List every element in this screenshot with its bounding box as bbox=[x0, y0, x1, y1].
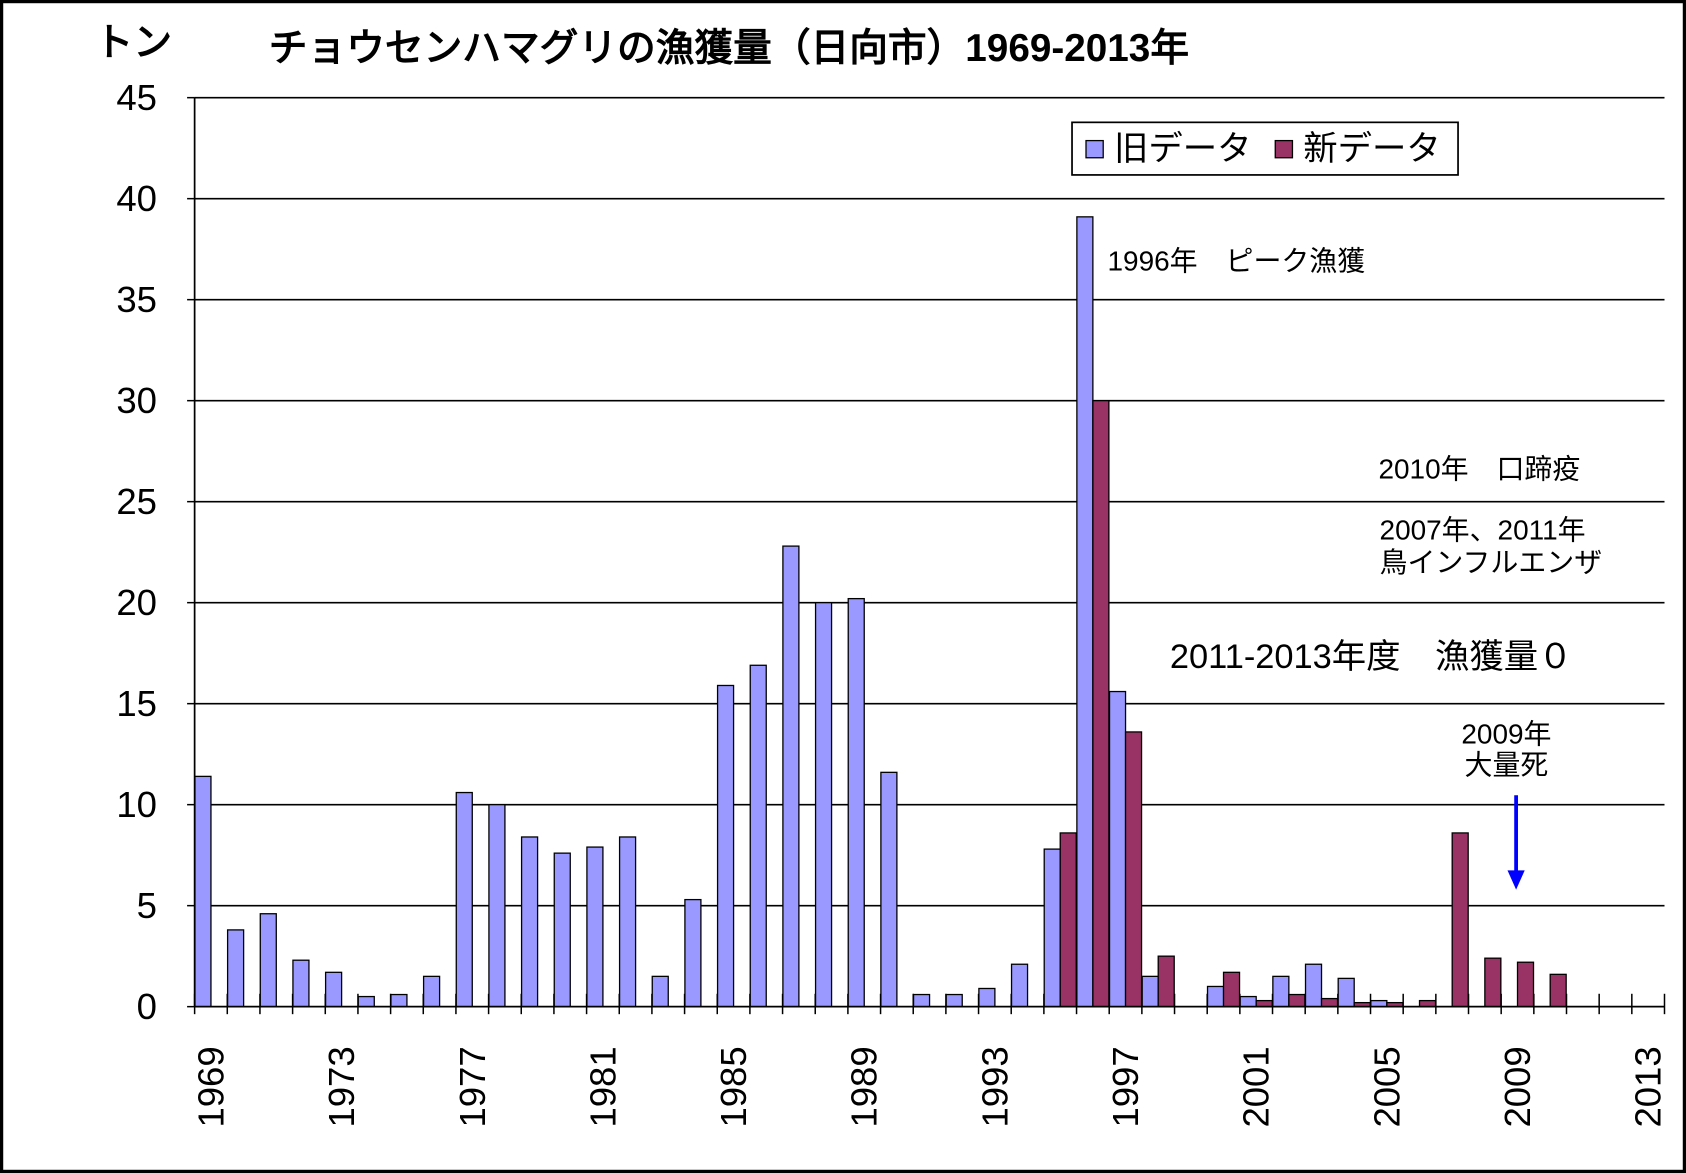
annotation-mass-death-label: 大量死 bbox=[1465, 750, 1549, 781]
bar-old-data-1994 bbox=[1010, 963, 1029, 1008]
bar-new-data-1996 bbox=[1092, 400, 1110, 1008]
y-axis-ticks: 0 5 10 15 20 25 30 35 40 45 bbox=[116, 77, 195, 1027]
annotation-bird-flu-years: 2007年、2011年 bbox=[1380, 515, 1586, 546]
x-tick-label: 1989 bbox=[844, 1046, 885, 1127]
y-tick-label: 35 bbox=[116, 279, 157, 320]
bar-old-data-1969 bbox=[194, 775, 212, 1008]
bar-old-data-1995 bbox=[1043, 848, 1061, 1008]
legend: 旧データ 新データ bbox=[1071, 121, 1459, 176]
x-tick-label: 1973 bbox=[321, 1046, 362, 1127]
bar-old-data-1988 bbox=[814, 602, 833, 1008]
x-tick-label: 1981 bbox=[582, 1046, 623, 1127]
legend-swatch-old-data bbox=[1085, 139, 1104, 159]
bar-old-data-1986 bbox=[749, 664, 767, 1008]
x-tick-label: 1997 bbox=[1105, 1046, 1146, 1127]
annotation-zero-catch: 2011-2013年度 漁獲量０ bbox=[1170, 638, 1573, 676]
x-tick-label: 2001 bbox=[1236, 1046, 1277, 1127]
bar-new-data-1995 bbox=[1059, 832, 1077, 1008]
bar-old-data-1971 bbox=[259, 913, 277, 1008]
chart-title: チョウセンハマグリの漁獲量（日向市）1969-2013年 bbox=[269, 27, 1189, 70]
bar-old-data-1998 bbox=[1141, 975, 1159, 1008]
legend-swatch-new-data bbox=[1274, 139, 1294, 159]
bar-old-data-2000 bbox=[1206, 985, 1225, 1008]
bar-old-data-1982 bbox=[618, 836, 637, 1008]
bar-old-data-1975 bbox=[390, 993, 408, 1008]
gridlines bbox=[194, 96, 1665, 907]
bar-old-data-1981 bbox=[586, 846, 604, 1008]
bar-old-data-2005 bbox=[1370, 999, 1388, 1008]
arrow-down-icon bbox=[1507, 870, 1525, 890]
bar-old-data-1984 bbox=[684, 898, 702, 1008]
annotations: 1996年 ピーク漁獲 2010年 口蹄疫 2007年、2011年 鳥インフルエ… bbox=[1108, 245, 1603, 890]
annotation-foot-and-mouth: 2010年 口蹄疫 bbox=[1378, 454, 1580, 485]
bar-old-data-1973 bbox=[324, 971, 343, 1008]
bar-new-data-2010 bbox=[1549, 973, 1567, 1008]
bar-new-data-2007 bbox=[1451, 832, 1469, 1008]
bar-new-data-1998 bbox=[1157, 955, 1175, 1008]
bar-old-data-1980 bbox=[553, 852, 571, 1008]
y-tick-label: 40 bbox=[116, 178, 157, 219]
legend-label-new-data: 新データ bbox=[1303, 130, 1441, 168]
bar-old-data-1991 bbox=[912, 993, 931, 1008]
bar-new-data-2009 bbox=[1516, 961, 1535, 1008]
annotation-peak-catch: 1996年 ピーク漁獲 bbox=[1108, 245, 1366, 276]
bar-old-data-1974 bbox=[357, 995, 375, 1008]
annotation-mass-death-year: 2009年 bbox=[1461, 719, 1551, 750]
y-axis-unit-label: トン bbox=[95, 21, 172, 64]
bar-old-data-1993 bbox=[978, 987, 996, 1008]
y-tick-label: 45 bbox=[116, 77, 157, 118]
annotation-bird-flu-label: 鳥インフルエンザ bbox=[1380, 547, 1603, 578]
bar-old-data-1989 bbox=[847, 597, 865, 1008]
bar-old-data-2004 bbox=[1337, 977, 1355, 1008]
bar-new-data-2003 bbox=[1320, 997, 1339, 1008]
y-tick-label: 30 bbox=[116, 380, 157, 421]
x-tick-label: 2013 bbox=[1628, 1046, 1669, 1127]
bar-old-data-1978 bbox=[488, 804, 506, 1008]
bar-new-data-2000 bbox=[1222, 971, 1241, 1008]
bar-new-data-2001 bbox=[1255, 999, 1273, 1008]
x-tick-label: 1969 bbox=[190, 1046, 231, 1127]
bar-old-data-1977 bbox=[455, 791, 473, 1008]
bar-old-data-1979 bbox=[520, 836, 539, 1008]
x-tick-label: 1985 bbox=[713, 1046, 754, 1127]
bar-old-data-1970 bbox=[226, 929, 245, 1008]
bar-new-data-1997 bbox=[1124, 731, 1143, 1008]
bar-old-data-1976 bbox=[422, 975, 441, 1008]
bar-new-data-2002 bbox=[1288, 993, 1306, 1008]
y-tick-label: 0 bbox=[137, 986, 157, 1027]
legend-box bbox=[1071, 121, 1459, 176]
bar-old-data-1992 bbox=[945, 993, 963, 1008]
bar-old-data-1997 bbox=[1108, 690, 1127, 1008]
y-tick-label: 5 bbox=[137, 885, 157, 926]
x-tick-label: 1993 bbox=[974, 1046, 1015, 1127]
bar-old-data-1987 bbox=[782, 545, 800, 1008]
bar-old-data-2001 bbox=[1239, 995, 1257, 1008]
x-tick-label: 2005 bbox=[1366, 1046, 1407, 1127]
legend-label-old-data: 旧データ bbox=[1114, 130, 1252, 168]
bar-old-data-1985 bbox=[716, 684, 735, 1008]
bar-old-data-2002 bbox=[1272, 975, 1290, 1008]
bar-new-data-2008 bbox=[1484, 957, 1502, 1008]
y-tick-label: 25 bbox=[116, 481, 157, 522]
y-tick-label: 20 bbox=[116, 582, 157, 623]
bar-old-data-1996 bbox=[1076, 216, 1094, 1008]
bar-old-data-2003 bbox=[1304, 963, 1323, 1008]
y-tick-label: 10 bbox=[116, 784, 157, 825]
x-axis-labels: 1969 1973 1977 1981 1985 1989 1993 1997 2001 2005… bbox=[190, 1046, 1668, 1127]
y-tick-label: 15 bbox=[116, 683, 157, 724]
x-tick-label: 1977 bbox=[452, 1046, 493, 1127]
x-tick-label: 2009 bbox=[1497, 1046, 1538, 1127]
bar-old-data-1983 bbox=[651, 975, 669, 1008]
bar-new-data-2006 bbox=[1418, 999, 1437, 1008]
bar-old-data-1990 bbox=[880, 771, 898, 1008]
bar-old-data-1972 bbox=[292, 959, 310, 1008]
